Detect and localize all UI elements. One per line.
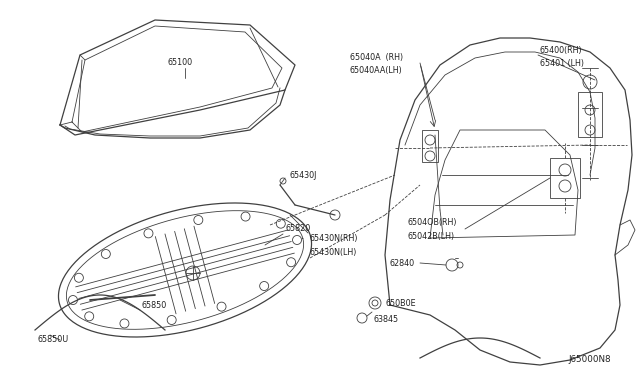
Text: 65850U: 65850U <box>38 336 69 344</box>
Text: 65401 (LH): 65401 (LH) <box>540 58 584 67</box>
Text: 65040AA(LH): 65040AA(LH) <box>350 65 403 74</box>
Bar <box>550 158 580 198</box>
Text: 65040A  (RH): 65040A (RH) <box>350 52 403 61</box>
Text: 65100: 65100 <box>168 58 193 67</box>
Text: 65820: 65820 <box>285 224 310 232</box>
Text: 63845: 63845 <box>374 315 399 324</box>
Text: 65430N(RH): 65430N(RH) <box>310 234 358 243</box>
Text: 62840: 62840 <box>390 259 415 267</box>
Text: 6504OB(RH): 6504OB(RH) <box>408 218 458 227</box>
Text: J65000N8: J65000N8 <box>568 356 611 365</box>
Text: 650B0E: 650B0E <box>386 298 417 308</box>
Text: 65400(RH): 65400(RH) <box>540 45 582 55</box>
Text: 65430J: 65430J <box>290 170 317 180</box>
Bar <box>578 92 602 137</box>
Text: 65042B(LH): 65042B(LH) <box>408 231 455 241</box>
Text: 65430N(LH): 65430N(LH) <box>310 247 357 257</box>
Bar <box>422 130 438 162</box>
Text: 65850: 65850 <box>142 301 167 311</box>
